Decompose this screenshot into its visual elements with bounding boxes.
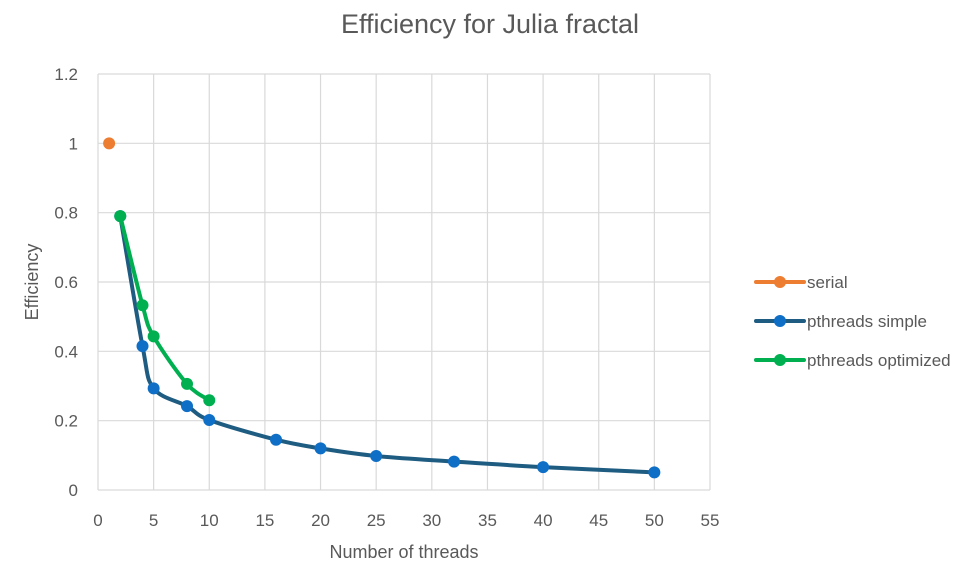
x-tick-label: 30 xyxy=(422,511,441,530)
legend-item-serial: serial xyxy=(754,273,848,292)
series-line-pthreads-optimized xyxy=(118,214,212,403)
y-axis-title: Efficiency xyxy=(22,244,42,321)
x-tick-label: 15 xyxy=(255,511,274,530)
x-tick-label: 25 xyxy=(367,511,386,530)
x-tick-label: 40 xyxy=(534,511,553,530)
series-serial xyxy=(103,137,116,150)
data-point-pthreads-simple xyxy=(147,382,160,395)
legend-item-pthreads-simple: pthreads simple xyxy=(754,312,927,331)
x-tick-label: 55 xyxy=(701,511,720,530)
y-tick-label: 0.8 xyxy=(54,204,78,223)
x-tick-label: 20 xyxy=(311,511,330,530)
series-line-pthreads-simple xyxy=(118,214,657,475)
series-pthreads-optimized xyxy=(114,210,216,407)
data-point-pthreads-simple xyxy=(648,466,661,479)
legend-label: pthreads optimized xyxy=(807,351,951,370)
tick-labels: 0 0.2 0.4 0.6 0.8 1 1.2 0 5 10 15 20 25 30 35 40 45 50 55 xyxy=(54,65,719,530)
y-tick-label: 1.2 xyxy=(54,65,78,84)
x-tick-label: 50 xyxy=(645,511,664,530)
data-point-pthreads-simple xyxy=(203,413,216,426)
legend-swatch-marker xyxy=(774,354,786,366)
data-point-pthreads-simple xyxy=(181,400,194,413)
data-point-pthreads-simple xyxy=(270,433,283,446)
data-point-pthreads-simple xyxy=(314,442,327,455)
data-point-pthreads-optimized xyxy=(136,299,149,312)
gridlines xyxy=(97,73,711,491)
series-layer xyxy=(103,137,661,479)
data-point-pthreads-simple xyxy=(537,461,550,474)
y-tick-label: 0.2 xyxy=(54,412,78,431)
data-point-pthreads-optimized xyxy=(114,210,127,223)
x-tick-label: 5 xyxy=(149,511,158,530)
y-tick-label: 0 xyxy=(69,481,78,500)
data-point-pthreads-optimized xyxy=(181,377,194,390)
legend: serial pthreads simple pthreads optimized xyxy=(754,273,951,370)
y-tick-label: 0.6 xyxy=(54,273,78,292)
data-point-pthreads-optimized xyxy=(147,330,160,343)
data-point-pthreads-simple xyxy=(136,340,149,353)
data-point-serial xyxy=(103,137,116,150)
series-pthreads-simple xyxy=(114,210,661,479)
data-point-pthreads-simple xyxy=(448,455,461,468)
x-tick-label: 10 xyxy=(200,511,219,530)
data-point-pthreads-simple xyxy=(370,450,383,463)
y-tick-label: 0.4 xyxy=(54,342,78,361)
x-tick-label: 0 xyxy=(93,511,102,530)
legend-item-pthreads-optimized: pthreads optimized xyxy=(754,351,951,370)
x-tick-label: 45 xyxy=(589,511,608,530)
legend-swatch-marker xyxy=(774,315,786,327)
data-point-pthreads-optimized xyxy=(203,394,216,407)
legend-swatch-marker xyxy=(774,276,786,288)
legend-label: serial xyxy=(807,273,848,292)
x-axis-title: Number of threads xyxy=(329,542,478,562)
x-tick-label: 35 xyxy=(478,511,497,530)
chart-title: Efficiency for Julia fractal xyxy=(341,9,639,39)
y-tick-label: 1 xyxy=(69,134,78,153)
legend-label: pthreads simple xyxy=(807,312,927,331)
